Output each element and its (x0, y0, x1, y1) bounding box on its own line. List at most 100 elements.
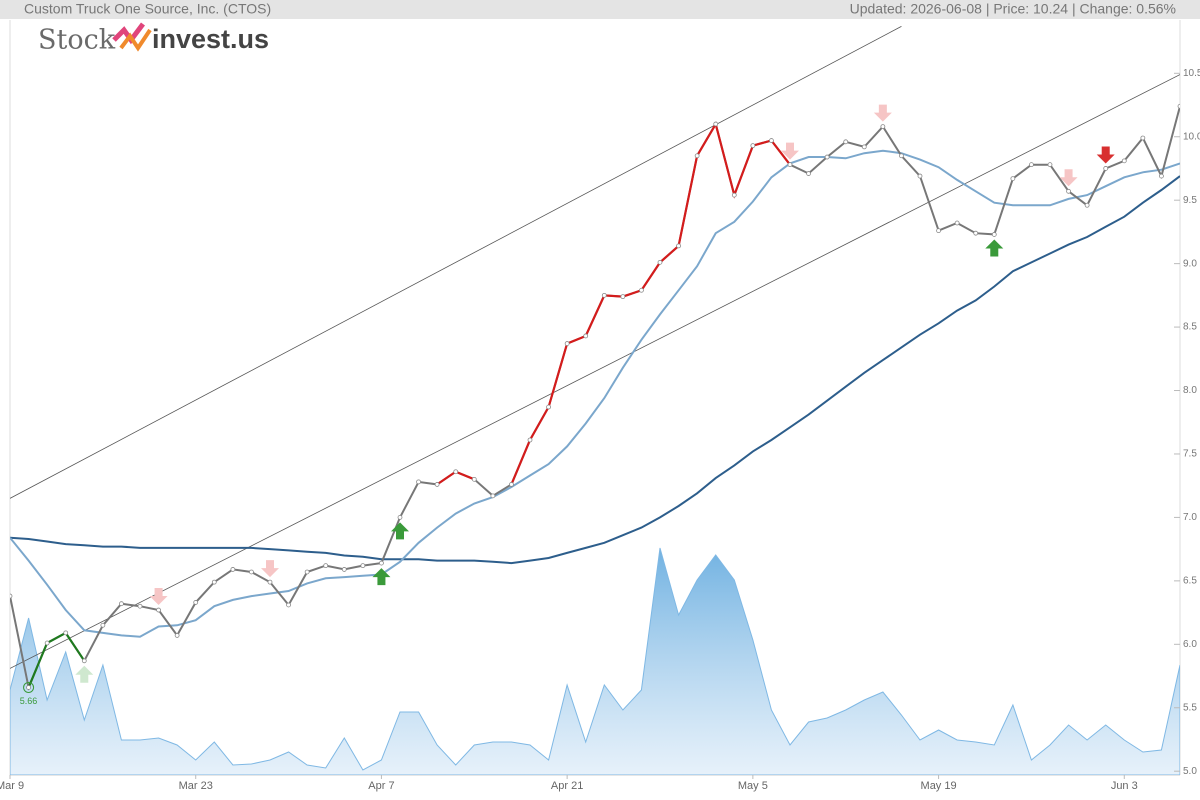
price-point (546, 404, 551, 410)
price-point (1066, 188, 1071, 194)
price-point (230, 567, 236, 572)
x-tick-label: May 5 (738, 780, 768, 792)
price-point (806, 171, 811, 176)
y-tick-label: 6.5 (1183, 575, 1197, 586)
price-point (416, 479, 421, 485)
price-point (1029, 162, 1034, 168)
price-point (824, 154, 830, 160)
y-tick-label: 7.5 (1183, 449, 1197, 460)
price-point (731, 192, 737, 198)
trend-segment (27, 631, 86, 688)
price-point (10, 593, 13, 599)
price-point (119, 601, 124, 607)
buy-signal (372, 568, 391, 586)
price-point (471, 476, 477, 482)
price-point (211, 579, 217, 585)
plot-area: 5.66 (10, 25, 1180, 775)
price-point (620, 294, 626, 300)
y-tick-label: 5.5 (1183, 702, 1197, 713)
trend-line (10, 74, 1180, 669)
y-tick-label: 8.5 (1183, 322, 1197, 333)
price-point (63, 630, 69, 636)
y-tick-label: 10.0 (1183, 131, 1200, 142)
price-point (527, 437, 533, 443)
price-point (694, 153, 700, 159)
header-title: Custom Truck One Source, Inc. (CTOS) (24, 1, 271, 17)
price-point (397, 515, 403, 520)
sell-signal (261, 560, 279, 578)
x-tick-label: Mar 9 (0, 780, 24, 792)
price-point (583, 333, 589, 339)
price-point (341, 567, 347, 572)
price-point (676, 243, 681, 249)
price-point (267, 579, 273, 585)
price-point (174, 633, 180, 638)
x-tick-label: May 19 (921, 780, 957, 792)
price-point (26, 685, 31, 690)
price-point (360, 563, 366, 569)
x-tick-label: Mar 23 (179, 780, 213, 792)
sell-signal (1059, 169, 1078, 187)
line-0 (10, 106, 1180, 691)
price-point (1047, 162, 1053, 168)
price-point (453, 469, 459, 475)
header-bar (0, 0, 1200, 19)
x-tick-label: Jun 3 (1111, 780, 1138, 792)
price-point (843, 139, 849, 145)
price-point (564, 341, 570, 346)
price-point (917, 173, 923, 179)
price-point (787, 162, 793, 168)
sell-signal (781, 142, 799, 160)
price-point (880, 124, 886, 129)
sell-signal (1096, 146, 1115, 164)
price-point (509, 482, 514, 487)
buy-signal (391, 522, 409, 540)
volume-area (10, 547, 1180, 775)
price-point (861, 144, 867, 150)
line-1 (10, 149, 1180, 638)
price-point (249, 569, 254, 575)
price-point (379, 560, 384, 566)
price-point (100, 622, 106, 628)
price-point (304, 569, 310, 575)
price-point (1121, 158, 1127, 164)
price-point (193, 600, 199, 605)
line-2 (10, 175, 1180, 565)
y-tick-label: 10.5 (1183, 68, 1200, 79)
price-point (44, 640, 50, 646)
price-point (434, 482, 440, 487)
price-point (1159, 173, 1164, 179)
price-point (137, 603, 143, 609)
price-point (156, 607, 161, 613)
buy-signal (75, 665, 94, 683)
price-point (490, 493, 496, 499)
price-point (1177, 103, 1180, 109)
price-point (899, 153, 904, 159)
price-point (323, 563, 329, 569)
trend-line (10, 25, 902, 499)
logo-right: invest.us (152, 24, 269, 54)
y-tick-label: 6.0 (1183, 639, 1197, 650)
price-point (973, 230, 979, 236)
price-point (657, 259, 663, 265)
y-tick-label: 9.5 (1183, 195, 1197, 206)
x-tick-label: Apr 7 (368, 780, 394, 792)
y-tick-label: 5.0 (1183, 766, 1197, 777)
price-point (991, 232, 997, 237)
logo-icon (112, 22, 152, 52)
sell-signal (149, 588, 168, 606)
price-point (1103, 166, 1109, 171)
sell-signal (873, 104, 892, 122)
low-marker (23, 681, 35, 693)
y-tick-label: 7.0 (1183, 512, 1197, 523)
y-tick-label: 9.0 (1183, 258, 1197, 269)
price-point (1010, 176, 1016, 182)
price-point (936, 228, 941, 234)
price-point (601, 292, 607, 298)
price-point (713, 121, 719, 127)
price-point (954, 220, 960, 226)
trend-segment (510, 121, 791, 485)
price-point (286, 602, 291, 608)
